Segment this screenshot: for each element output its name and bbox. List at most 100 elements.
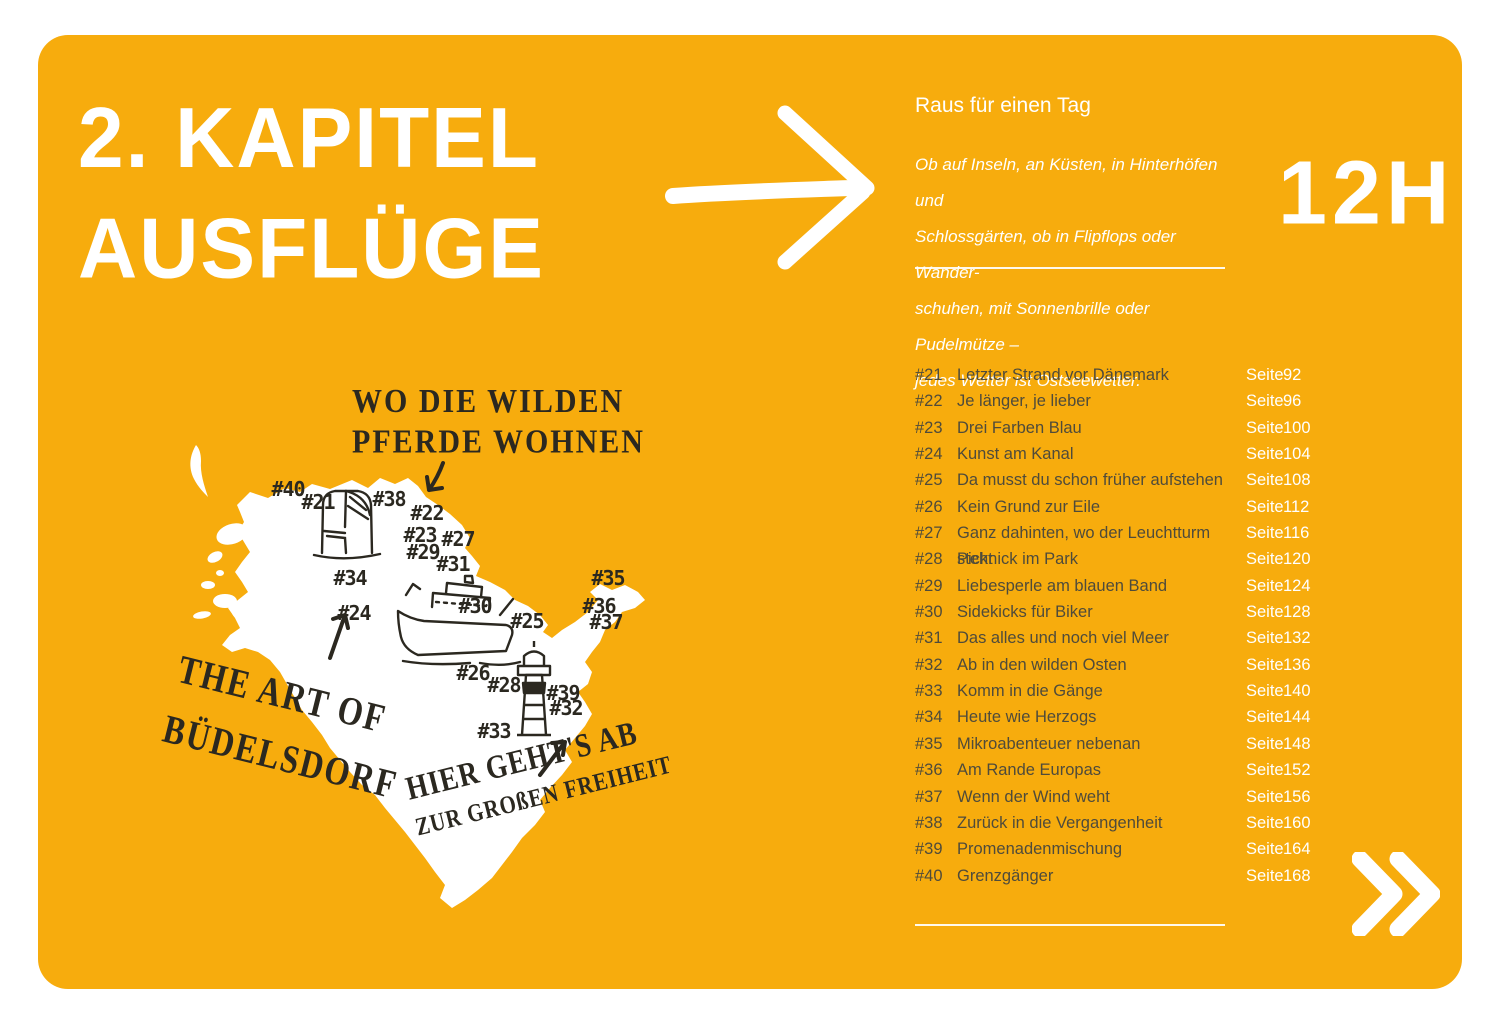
intro-line: Ob auf Inseln, an Küsten, in Hinterhöfen… [915, 155, 1218, 210]
toc-row: #30 Sidekicks für Biker Seite 128 [915, 599, 1315, 625]
cruise-ship-icon [396, 574, 522, 666]
toc-row: #38 Zurück in die Vergangenheit Seite 160 [915, 810, 1315, 836]
map-marker: #24 [337, 601, 371, 625]
toc-row: #36 Am Rande Europas Seite 152 [915, 757, 1315, 783]
toc-seite: Seite [1246, 497, 1284, 516]
toc-num: #27 [915, 524, 943, 543]
intro-paragraph: Ob auf Inseln, an Küsten, in Hinterhöfen… [915, 147, 1235, 399]
intro-line: schuhen, mit Sonnenbrille oder Pudelmütz… [915, 299, 1150, 354]
map-marker: #36 [582, 594, 616, 618]
toc-row: #34 Heute wie Herzogs Seite 144 [915, 704, 1315, 730]
toc-seite: Seite [1246, 761, 1284, 780]
toc-page: 156 [1283, 787, 1311, 806]
duration-badge: 12H [1278, 142, 1455, 243]
toc-row: #22 Je länger, je lieber Seite 96 [915, 388, 1315, 414]
map-marker: #22 [410, 501, 444, 525]
toc-page: 160 [1283, 813, 1311, 832]
toc-title: Am Rande Europas [957, 761, 1101, 780]
toc-row: #40 Grenzgänger Seite 168 [915, 863, 1315, 889]
toc-title: Kein Grund zur Eile [957, 497, 1101, 516]
toc-title: Ganz dahinten, wo der Leuchtturm steht [957, 524, 1211, 569]
toc-row: #26 Kein Grund zur Eile Seite 112 [915, 494, 1315, 520]
toc-page: 128 [1283, 603, 1311, 622]
map-marker: #28 [487, 673, 521, 697]
annotation-arrows [328, 461, 567, 777]
map-marker: #27 [441, 527, 475, 551]
toc-title: Heute wie Herzogs [957, 708, 1097, 727]
toc-row: #25 Da musst du schon früher aufstehen Sei… [915, 467, 1315, 493]
arrow-to-24 [328, 613, 350, 660]
toc-num: #36 [915, 761, 943, 780]
map-silhouette [190, 445, 645, 908]
toc-num: #24 [915, 445, 943, 464]
toc-seite: Seite [1246, 524, 1284, 543]
map-marker: #40 [271, 477, 305, 501]
toc-title: Mikroabenteuer nebenan [957, 734, 1141, 753]
map-marker: #26 [456, 661, 490, 685]
toc-row: #21 Letzter Strand vor Dänemark Seite 92 [915, 362, 1315, 388]
toc-row: #28 Picknick im Park Seite 120 [915, 546, 1315, 572]
toc-page: 112 [1283, 497, 1310, 516]
toc-num: #25 [915, 471, 943, 490]
toc-title: Ab in den wilden Osten [957, 655, 1127, 674]
toc-seite: Seite [1246, 366, 1284, 384]
toc-num: #32 [915, 655, 943, 674]
toc-num: #28 [915, 550, 943, 569]
lighthouse-icon [516, 641, 552, 737]
toc-row: #37 Wenn der Wind weht Seite 156 [915, 784, 1315, 810]
toc-seite: Seite [1246, 576, 1284, 595]
toc-seite: Seite [1246, 550, 1284, 569]
toc-seite: Seite [1246, 392, 1284, 411]
map-marker: #35 [591, 566, 625, 590]
toc-seite: Seite [1246, 682, 1284, 701]
toc-title: Grenzgänger [957, 866, 1054, 885]
toc-page: 120 [1283, 550, 1311, 569]
toc-num: #29 [915, 576, 943, 595]
toc-seite: Seite [1246, 787, 1284, 806]
toc-title: Das alles und noch viel Meer [957, 629, 1169, 648]
toc-num: #23 [915, 418, 943, 437]
map-marker: #25 [510, 609, 544, 633]
map-marker: #23 [403, 523, 437, 547]
map-marker: #30 [458, 594, 492, 618]
toc-row: #23 Drei Farben Blau Seite 100 [915, 415, 1315, 441]
toc-page: 148 [1283, 734, 1311, 753]
toc-row: #24 Kunst am Kanal Seite 104 [915, 441, 1315, 467]
map-marker: #32 [549, 696, 583, 720]
toc-row: #31 Das alles und noch viel Meer Seite 132 [915, 625, 1315, 651]
toc-num: #26 [915, 497, 943, 516]
map-marker: #33 [477, 719, 511, 743]
toc-seite: Seite [1246, 445, 1284, 464]
map-marker: #29 [406, 540, 440, 564]
toc-page: 152 [1283, 761, 1311, 780]
toc-seite: Seite [1246, 629, 1284, 648]
toc-page: 136 [1283, 655, 1311, 674]
toc-page: 104 [1283, 445, 1311, 464]
beach-chair-icon [312, 489, 382, 560]
toc-row: #33 Komm in die Gänge Seite 140 [915, 678, 1315, 704]
chapter-title: 2. KAPITEL AUSFLÜGE [78, 84, 545, 304]
toc-seite: Seite [1246, 840, 1284, 859]
toc-title: Komm in die Gänge [957, 682, 1103, 701]
map-marker: #37 [589, 610, 623, 634]
toc-seite: Seite [1246, 603, 1284, 622]
intro-line: jedes Wetter ist Ostseewetter. [915, 371, 1141, 390]
toc-num: #40 [915, 866, 943, 885]
map-marker: #21 [301, 490, 335, 514]
toc-page: 168 [1283, 866, 1311, 885]
toc-title: Je länger, je lieber [957, 392, 1091, 411]
island-sylt [190, 445, 208, 497]
toc-page: 164 [1283, 840, 1311, 859]
toc-page: 144 [1283, 708, 1311, 727]
intro-heading: Raus für einen Tag [915, 94, 1091, 117]
toc-num: #35 [915, 734, 943, 753]
toc-row: #27 Ganz dahinten, wo der Leuchtturm steh… [915, 520, 1315, 569]
toc-title: Liebesperle am blauen Band [957, 576, 1168, 595]
toc-page: 96 [1283, 392, 1302, 411]
arrow-to-32 [538, 740, 567, 777]
toc-seite: Seite [1246, 866, 1284, 885]
toc-num: #39 [915, 840, 943, 859]
annotation-line: PFERDE WOHNEN [352, 423, 645, 461]
toc-title: Promenadenmischung [957, 840, 1123, 859]
map-marker: #34 [333, 566, 367, 590]
